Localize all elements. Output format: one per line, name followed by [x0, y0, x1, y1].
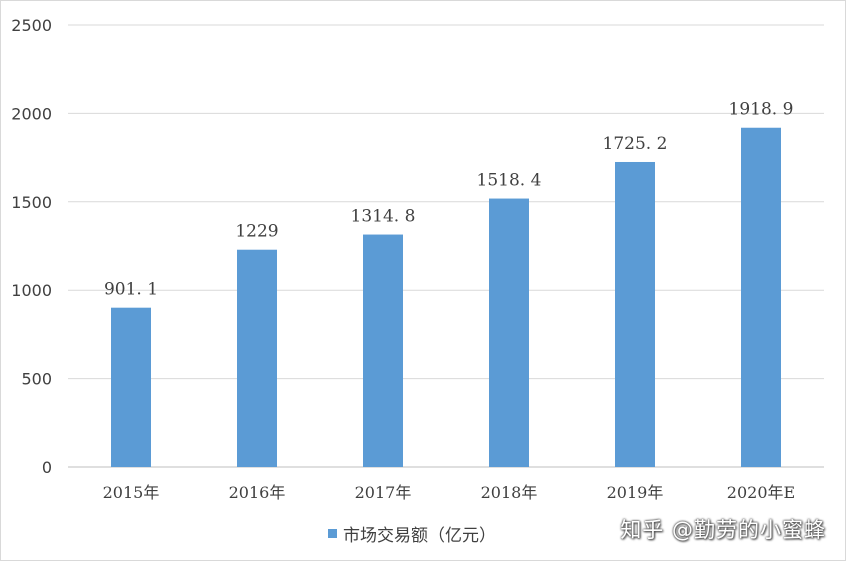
data-label: 1725. 2: [603, 134, 668, 154]
data-label: 901. 1: [104, 280, 158, 300]
bar: [615, 161, 655, 468]
bars: [111, 127, 781, 468]
legend-swatch: [328, 528, 337, 538]
x-tick-label: 2020年E: [727, 483, 795, 502]
y-axis-tick-labels: 0 500 1000 1500 2000 2500: [11, 16, 52, 477]
watermark: 知乎 @勤劳的小蜜蜂: [620, 518, 826, 542]
y-tick-label: 2000: [11, 104, 52, 123]
bar: [111, 307, 151, 467]
legend: 市场交易额（亿元）: [328, 520, 496, 546]
x-tick-label: 2017年: [355, 483, 412, 502]
gridlines: [68, 24, 824, 468]
bar: [741, 127, 781, 468]
x-tick-label: 2015年: [103, 483, 160, 502]
y-tick-label: 500: [21, 370, 52, 389]
bar: [489, 198, 529, 467]
data-label: 1229: [235, 222, 278, 242]
bar: [237, 249, 277, 467]
x-axis-tick-labels: 2015年 2016年 2017年 2018年 2019年 2020年E: [103, 483, 796, 502]
data-label: 1518. 4: [477, 171, 542, 191]
data-label: 1918. 9: [729, 100, 794, 120]
y-tick-label: 1000: [11, 281, 52, 300]
y-tick-label: 2500: [11, 16, 52, 35]
x-tick-label: 2019年: [607, 483, 664, 502]
data-label: 1314. 8: [351, 207, 416, 227]
x-tick-label: 2016年: [229, 483, 286, 502]
y-tick-label: 0: [42, 458, 52, 477]
bar: [363, 234, 403, 467]
x-tick-label: 2018年: [481, 483, 538, 502]
legend-label: 市场交易额（亿元）: [343, 525, 496, 546]
y-tick-label: 1500: [11, 193, 52, 212]
data-labels: 901. 1 1229 1314. 8 1518. 4 1725. 2 1918. 9: [104, 100, 793, 300]
